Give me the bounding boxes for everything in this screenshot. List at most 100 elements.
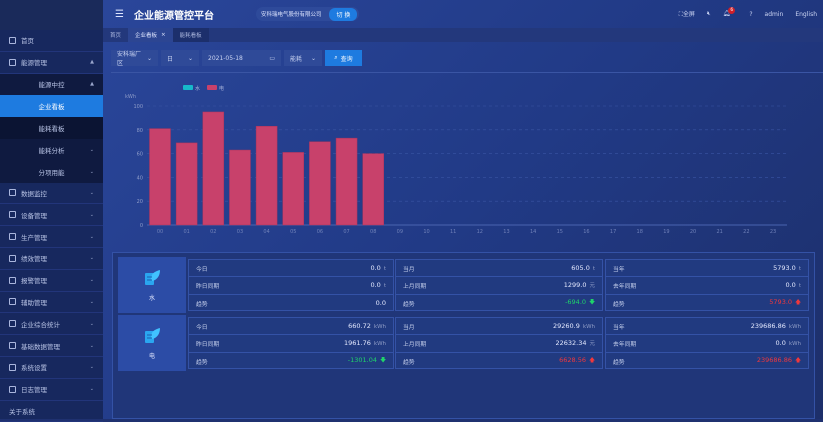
sidebar-item[interactable]: 设备管理 ⌄ [0, 204, 103, 227]
sound-icon[interactable]: 🔇︎ [706, 10, 711, 17]
sidebar-item[interactable]: 日志管理 ⌄ [0, 379, 103, 401]
chevron-down-icon: ⌄ [89, 146, 94, 153]
chevron-down-icon: ⌄ [89, 320, 94, 327]
summary-column: 当月 29260.9 kWh 上月同期 22632.34 元趋势 6628.56 🡅 [395, 317, 603, 369]
chevron-down-icon: ⌄ [89, 386, 94, 393]
arrow-up-icon: 🡅 [795, 358, 801, 365]
y-tick-label: 40 [137, 175, 143, 181]
x-tick-label: 19 [663, 229, 669, 235]
x-tick-label: 15 [557, 229, 563, 235]
metric-label: 趋势 [196, 301, 208, 308]
chevron-down-icon: ⌄ [89, 298, 94, 305]
sidebar-item-label: 绩效管理 [21, 255, 47, 264]
sidebar-item[interactable]: 数据监控 ⌄ [0, 183, 103, 205]
sidebar-item[interactable]: 系统设置 ⌄ [0, 357, 103, 379]
company-selector: 安科瑞电气股份有限公司 切 换 [255, 7, 360, 21]
notification-button[interactable]: 🔔︎6 [723, 7, 738, 18]
x-tick-label: 01 [183, 229, 189, 235]
period-select[interactable]: 日 ⌄ [161, 50, 199, 66]
close-icon[interactable]: × [161, 32, 166, 38]
menu-toggle-icon[interactable]: ☰ [115, 8, 124, 20]
sidebar-item-label: 能耗看板 [38, 125, 65, 134]
energy-leaf-icon [145, 327, 160, 343]
switch-button[interactable]: 切 换 [329, 7, 358, 21]
metric-label: 昨日同期 [196, 341, 220, 348]
summary-row: 当月 605.0 t [396, 260, 602, 278]
sidebar-item[interactable]: 绩效管理 ⌄ [0, 248, 103, 270]
summary-column: 当年 239686.86 kWh 去年同期 0.0 kWh 趋势 239686.86 🡅 [605, 317, 809, 369]
assist-icon [9, 298, 16, 306]
metric-label: 当年 [613, 324, 625, 331]
language-switch[interactable]: English [795, 10, 817, 18]
area-select[interactable]: 安科瑞厂区 ⌄ [111, 50, 158, 67]
sidebar-item[interactable]: 企业看板 [0, 95, 103, 118]
date-picker[interactable]: 2021-05-18 ▭ [202, 50, 281, 66]
chevron-down-icon: ⌄ [89, 233, 94, 240]
sidebar-item[interactable]: 能源管理 ▲ [0, 52, 103, 74]
sidebar-item-label: 企业综合统计 [21, 320, 60, 329]
metric-label: 当年 [613, 266, 625, 273]
company-name: 安科瑞电气股份有限公司 [260, 12, 322, 18]
sidebar-item[interactable]: 分项用能 ⌄ [0, 160, 103, 183]
summary-column: 今日 660.72 kWh 昨日同期 1961.76 kWh 趋势 -1301.04 🡇 [188, 317, 394, 369]
category-tile: 水 [118, 257, 186, 313]
unit: kWh [788, 324, 801, 331]
tab-energy-board[interactable]: 能耗看板 [172, 28, 209, 42]
arrow-up-icon: 🡅 [589, 358, 595, 365]
sidebar-item[interactable]: 基础数据管理 ⌄ [0, 335, 103, 357]
x-tick-label: 14 [530, 229, 536, 235]
energy-icon [9, 58, 16, 66]
metric-value: -694.0 [565, 298, 587, 307]
unit: 元 [589, 341, 595, 348]
arrow-down-icon: 🡇 [589, 300, 595, 307]
monitor-icon [9, 189, 16, 197]
summary-row: 昨日同期 0.0 t [189, 277, 393, 295]
summary-row: 昨日同期 1961.76 kWh [189, 335, 393, 353]
sidebar-item-label: 分项用能 [38, 168, 65, 177]
sidebar-item-label: 设备管理 [21, 211, 47, 220]
sidebar-item-label: 关于系统 [9, 407, 35, 416]
x-tick-label: 22 [743, 229, 749, 235]
alarm-icon [9, 276, 16, 284]
sidebar: 首页 能源管理 ▲ 能源中控 ▲ 企业看板 能耗看板 能耗分析 ⌄ 分项用能 ⌄ 数据监控 ⌄ 设备管理 ⌄… [0, 0, 103, 422]
x-tick-label: 02 [210, 229, 216, 235]
type-select[interactable]: 能耗 ⌄ [284, 50, 322, 66]
sidebar-item-label: 报警管理 [21, 277, 47, 286]
logo-area [0, 0, 103, 30]
unit: t [798, 266, 801, 273]
data-icon [9, 342, 16, 350]
sidebar-item[interactable]: 企业综合统计 ⌄ [0, 313, 103, 336]
legend-swatch [183, 85, 193, 90]
sidebar-item-label: 辅助管理 [21, 298, 47, 307]
metric-label: 今日 [196, 266, 208, 273]
chevron-down-icon: ⌄ [187, 54, 193, 62]
bar [229, 149, 251, 226]
y-unit-label: kWh [125, 94, 136, 100]
metric-value: 5793.0 [773, 264, 796, 273]
help-icon[interactable]: ? [749, 10, 753, 18]
summary-block: 水今日 0.0 t 昨日同期 0.0 t 趋势 0.0 当月 605.0 t 上月同期 1299.0 元趋… [118, 257, 809, 313]
sidebar-item[interactable]: 能耗看板 [0, 117, 103, 139]
sidebar-item[interactable]: 能耗分析 ⌄ [0, 138, 103, 161]
sidebar-item[interactable]: 首页 [0, 30, 103, 52]
sidebar-item[interactable]: 辅助管理 ⌄ [0, 292, 103, 314]
summary-row: 去年同期 0.0 kWh [606, 335, 808, 353]
tab-home[interactable]: 首页 [110, 33, 122, 39]
query-button[interactable]: ⌕ 查询 [325, 50, 362, 66]
bar [282, 152, 305, 226]
sidebar-item[interactable]: 能源中控 ▲ [0, 73, 103, 96]
fullscreen-button[interactable]: ⛶全屏 [678, 11, 695, 18]
sidebar-item[interactable]: 报警管理 ⌄ [0, 270, 103, 292]
tab-enterprise-board[interactable]: 企业看板 × [128, 28, 173, 42]
x-tick-label: 23 [770, 229, 776, 235]
bar-chart: kWh 0 20 40 60 80 100 00 01 02 03 04 05 06 07 08 09 10 11 1… [125, 85, 787, 235]
chevron-up-icon: ▲ [90, 59, 94, 66]
sidebar-item[interactable]: 生产管理 ⌄ [0, 226, 103, 248]
metric-value: 0.0 [375, 299, 386, 308]
category-name: 水 [148, 294, 155, 302]
user-menu[interactable]: admin [764, 10, 784, 18]
metric-value: 660.72 [348, 322, 371, 331]
x-tick-label: 06 [317, 229, 323, 235]
legend-swatch [207, 85, 217, 90]
unit: t [798, 283, 801, 290]
